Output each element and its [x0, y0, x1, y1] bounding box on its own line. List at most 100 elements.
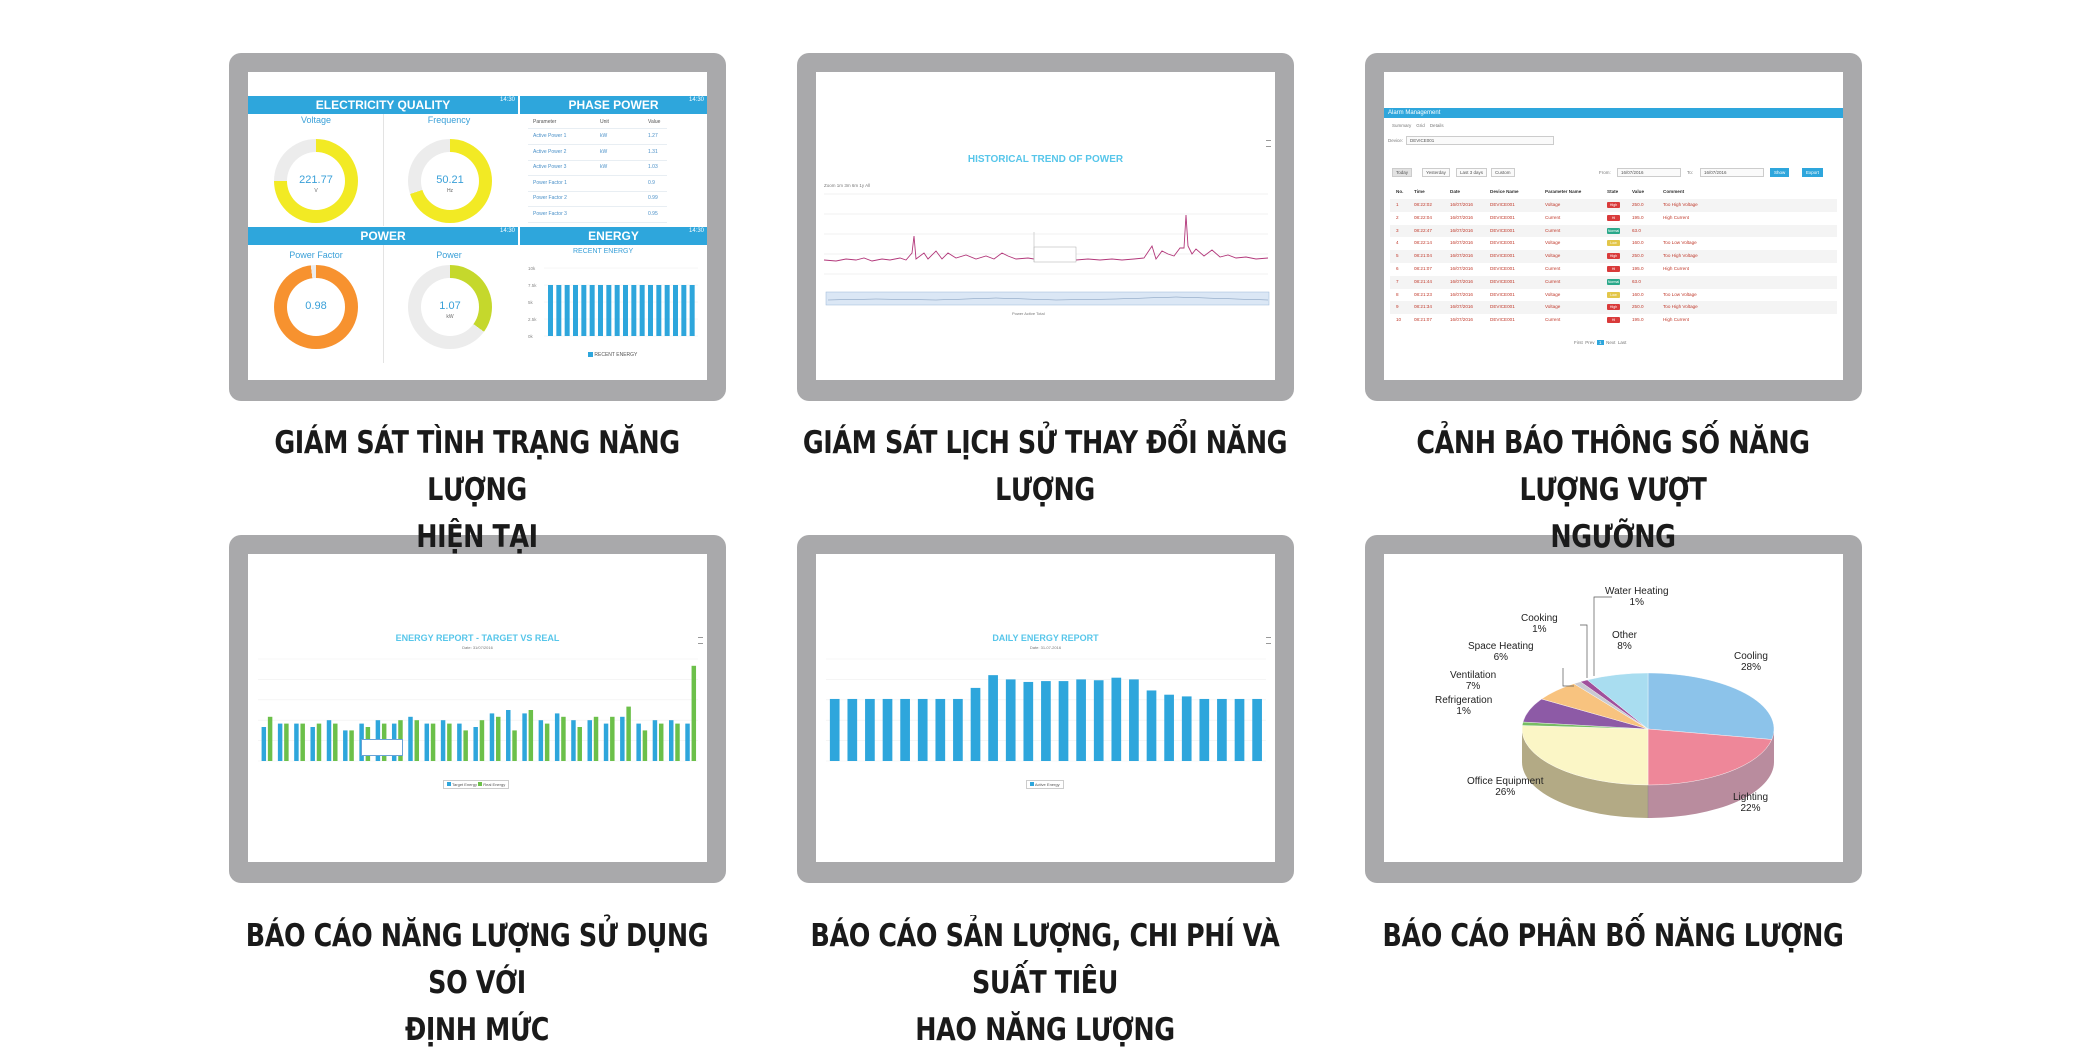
target-bar — [300, 723, 305, 761]
parameter-value: 1.27 — [648, 133, 658, 139]
column-header: Unit — [600, 119, 609, 125]
alarm-cell: 250.0 — [1632, 253, 1644, 259]
zoom-option[interactable]: 6m — [851, 183, 859, 188]
parameter-value: 0.9 — [648, 179, 655, 186]
range-today[interactable]: Today — [1392, 168, 1413, 177]
recent-energy-bar — [623, 285, 628, 336]
alarm-cell: 16/07/2016 — [1450, 202, 1473, 207]
target-chart — [248, 649, 707, 779]
y-tick-label: 0k — [528, 334, 534, 339]
recent-energy-bar — [614, 285, 620, 336]
device-select[interactable]: DEVICE001 — [1406, 136, 1554, 145]
target-bar — [506, 710, 511, 761]
zoom-option[interactable]: 1y — [859, 183, 865, 188]
parameter-name: Active Power 3 — [533, 164, 567, 170]
recent-energy-bar — [598, 285, 603, 336]
column-header: Comment — [1663, 189, 1685, 194]
timestamp: 14:30 — [499, 97, 515, 103]
alarm-cell: 195.0 — [1632, 214, 1644, 220]
recent-energy-chart: 10k 7.5k 5k 2.5k 0k — [526, 258, 701, 348]
range-last-3-days[interactable]: Last 3 days — [1456, 168, 1488, 177]
alarm-cell: Voltage — [1545, 253, 1561, 259]
legend-swatch — [588, 352, 593, 358]
export-button[interactable]: Export — [1802, 168, 1824, 177]
tab-grid[interactable]: Grid — [1416, 123, 1425, 128]
target-bar — [457, 723, 462, 761]
page-first[interactable]: First — [1574, 340, 1583, 345]
alarm-cell: 16/07/2016 — [1450, 278, 1473, 284]
from-date-input[interactable]: 16/07/2016 — [1617, 168, 1681, 177]
recent-energy-bar — [673, 285, 678, 336]
pie-slice-cooling — [1647, 672, 1775, 740]
page-next[interactable]: Next — [1606, 340, 1616, 345]
zoom-option[interactable]: All — [865, 183, 871, 188]
target-bar — [512, 730, 517, 761]
divider — [383, 114, 384, 226]
parameter-name: Power Factor 1 — [533, 179, 567, 186]
daily-bar — [1164, 694, 1174, 761]
phase-table-header: Parameter Unit Value — [528, 118, 667, 129]
alarm-cell: 6 — [1396, 266, 1399, 271]
caption-line: BÁO CÁO SẢN LƯỢNG, CHI PHÍ VÀ SUẤT TIÊU — [810, 918, 1280, 1001]
energy-title: ENERGY — [588, 229, 639, 243]
electricity-quality-header: ELECTRICITY QUALITY 14:30 — [248, 96, 518, 114]
daily-bar — [917, 698, 928, 761]
daily-bar — [970, 687, 981, 761]
page-current[interactable]: 1 — [1597, 340, 1604, 345]
alarm-cell: Voltage — [1545, 240, 1561, 246]
dashboard-screenshot-target: ENERGY REPORT - TARGET VS REAL Date: 31/… — [248, 554, 707, 862]
target-bar — [447, 723, 452, 761]
pie-slice-office-equipment — [1521, 725, 1649, 786]
alarm-cell: DEVICE001 — [1490, 240, 1515, 246]
target-bar — [544, 723, 550, 761]
power-label: Power — [436, 250, 462, 260]
daily-bar — [1093, 680, 1104, 761]
range-custom[interactable]: Custom — [1491, 168, 1515, 177]
alarm-row: 4 08:22:14 16/07/2016 DEVICE001 Voltage Low 16… — [1390, 237, 1837, 251]
alarm-row: 5 08:21:04 16/07/2016 DEVICE001 Voltage High 2… — [1390, 250, 1837, 263]
device-label: Device: — [1388, 138, 1404, 143]
voltage-unit: V — [314, 188, 318, 194]
page-last[interactable]: Last — [1617, 340, 1627, 345]
recent-energy-bar — [573, 285, 578, 336]
pie-label-lighting: Lighting 22% — [1733, 792, 1768, 814]
target-bar — [675, 723, 680, 761]
alarm-cell: 160.0 — [1632, 291, 1644, 297]
trend-navigator[interactable] — [825, 291, 1270, 306]
y-tick-label: 7.5k — [528, 283, 537, 288]
alarm-cell: 08:22:02 — [1414, 202, 1432, 207]
alarm-cell: 4 — [1396, 240, 1399, 246]
alarm-cell: DEVICE001 — [1490, 266, 1515, 271]
target-bar — [538, 720, 544, 761]
slice-pct: 8% — [1617, 641, 1632, 652]
zoom-option[interactable]: 3m — [844, 183, 851, 188]
tab-summary[interactable]: Summary — [1392, 123, 1412, 128]
dashboard-screenshot-quality: ELECTRICITY QUALITY 14:30 PHASE POWER 14… — [248, 72, 707, 380]
range-yesterday[interactable]: Yesterday — [1422, 168, 1450, 177]
slice-name: Cooking — [1521, 613, 1558, 624]
to-date-input[interactable]: 16/07/2016 — [1700, 168, 1764, 177]
daily-bar — [829, 698, 840, 761]
alarm-cell: 250.0 — [1632, 304, 1644, 310]
dashboard-screenshot-alarm: Alarm Management Summary Grid Details De… — [1384, 72, 1843, 380]
page-prev[interactable]: Prev — [1585, 340, 1595, 345]
legend-swatch — [447, 782, 451, 786]
power-unit: kW — [446, 314, 454, 320]
target-bar — [571, 720, 576, 761]
caption-line: ĐỊNH MỨC — [404, 1012, 550, 1048]
parameter-unit: kW — [600, 133, 608, 139]
voltage-label: Voltage — [300, 115, 332, 125]
target-bar — [284, 723, 289, 761]
recent-energy-bar — [639, 285, 645, 336]
menu-icon[interactable] — [1266, 637, 1271, 644]
zoom-option[interactable]: 1m — [836, 183, 844, 188]
alarm-cell: High Current — [1663, 214, 1690, 220]
alarm-cell: Too Low Voltage — [1663, 291, 1697, 297]
caption-current-status: GIÁM SÁT TÌNH TRẠNG NĂNG LƯỢNG HIỆN TẠI — [231, 420, 723, 561]
parameter-value: 1.03 — [648, 164, 658, 170]
menu-icon[interactable] — [1266, 140, 1271, 147]
alarm-cell: Current — [1545, 278, 1561, 284]
show-button[interactable]: Show — [1770, 168, 1790, 177]
menu-icon[interactable] — [698, 637, 703, 644]
tab-details[interactable]: Details — [1429, 123, 1444, 128]
